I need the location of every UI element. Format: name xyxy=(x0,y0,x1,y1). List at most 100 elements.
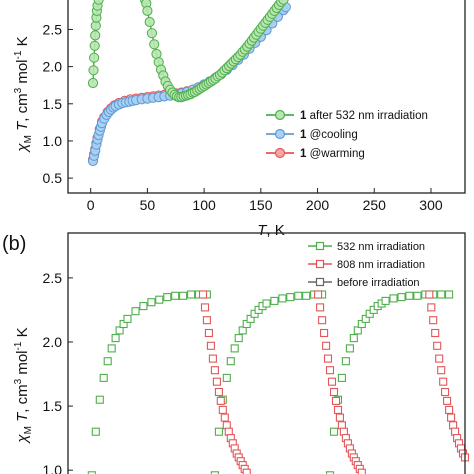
legend-marker-after-532 xyxy=(274,109,286,121)
data-point-b-1-7 xyxy=(212,377,221,386)
panel-b-label: (b) xyxy=(2,233,26,255)
legend-item-warming: 1 @warming xyxy=(266,147,365,160)
data-point-a-0-13 xyxy=(144,16,155,28)
data-point-b-0-42 xyxy=(329,427,339,436)
legend-label-532: 532 nm irradiation xyxy=(337,241,425,253)
data-point-a-0-72 xyxy=(278,0,289,5)
data-point-b-0-58 xyxy=(405,291,414,300)
panel-a-ticks: 0 50 100 150 200 250 300 0.5 1.0 1.5 2.0 2.5 xyxy=(43,21,443,213)
data-point-b-0-15 xyxy=(171,291,180,300)
x-tick-label-150: 150 xyxy=(249,197,273,213)
data-point-b-1-57 xyxy=(447,413,456,422)
data-point-a-0-1 xyxy=(88,65,99,76)
panel-b-ticks: 1.0 1.5 2.0 2.5 xyxy=(43,270,73,474)
data-point-a-0-15 xyxy=(149,39,160,50)
data-point-b-1-10 xyxy=(218,405,227,414)
data-point-b-1-3 xyxy=(204,328,213,338)
data-point-b-1-23 xyxy=(314,290,323,299)
data-point-b-0-63 xyxy=(445,290,454,299)
data-point-b-1-1 xyxy=(200,303,210,312)
data-point-a-0-14 xyxy=(146,28,157,39)
data-point-b-1-28 xyxy=(323,354,333,363)
data-point-b-0-46 xyxy=(345,344,354,353)
data-point-b-1-24 xyxy=(316,303,325,312)
legend-item-808: 808 nm irradiation xyxy=(308,259,425,271)
data-point-b-0-45 xyxy=(341,357,350,366)
legend-item-before: before irradiation xyxy=(308,277,420,289)
data-point-b-1-50 xyxy=(433,341,442,350)
y-tick-label-b-2: 2.0 xyxy=(43,334,63,350)
legend-label-808: 808 nm irradiation xyxy=(337,259,425,271)
legend-label-after-532: 1 after 532 nm irradiation xyxy=(300,110,428,122)
data-point-b-0-44 xyxy=(337,373,346,382)
data-point-b-1-30 xyxy=(327,377,337,386)
y-tick-label-b-1: 1.0 xyxy=(43,462,63,474)
data-point-b-0-16 xyxy=(179,291,188,300)
data-point-b-1-47 xyxy=(427,303,436,312)
data-point-b-1-56 xyxy=(445,405,454,414)
data-point-b-0-38 xyxy=(302,291,311,300)
panel-a-chart: 0 50 100 150 200 250 300 0.5 1.0 1.5 2.0 2.5 χM T, … xyxy=(13,0,466,239)
data-point-a-0-9 xyxy=(93,0,104,5)
legend-marker-cooling xyxy=(274,128,286,140)
data-point-b-0-11 xyxy=(139,302,148,311)
x-tick-label-100: 100 xyxy=(192,197,216,213)
legend-item-after-532: 1 after 532 nm irradiation xyxy=(266,109,428,122)
panel-a-frame xyxy=(67,0,466,194)
legend-marker-before xyxy=(315,277,325,287)
data-point-a-0-2 xyxy=(89,52,100,63)
data-point-b-0-34 xyxy=(270,296,279,305)
data-point-a-0-3 xyxy=(89,40,100,51)
panel-a-y-axis-label: χM T, cm3 mol-1 K xyxy=(13,36,34,153)
data-point-b-1-6 xyxy=(210,366,219,375)
x-tick-label-200: 200 xyxy=(306,197,330,213)
data-point-b-0-62 xyxy=(437,290,446,299)
y-tick-label-b-2.5: 2.5 xyxy=(43,270,63,286)
data-point-b-0-5 xyxy=(107,344,116,353)
y-tick-label-b-1.5: 1.5 xyxy=(43,398,63,414)
x-tick-label-250: 250 xyxy=(363,197,387,213)
data-point-b-0-35 xyxy=(278,294,287,303)
data-point-b-0-36 xyxy=(286,293,295,302)
x-tick-label-0: 0 xyxy=(87,197,95,213)
data-point-b-1-33 xyxy=(333,405,343,414)
data-point-b-0-23 xyxy=(222,373,231,382)
data-point-b-1-5 xyxy=(208,354,217,363)
y-tick-label-1.5: 1.5 xyxy=(43,96,63,112)
data-point-b-1-26 xyxy=(320,328,329,338)
data-point-b-1-55 xyxy=(443,396,452,405)
data-point-a-0-0 xyxy=(87,77,99,89)
y-tick-label-2: 2.0 xyxy=(43,59,63,75)
data-point-b-1-53 xyxy=(439,377,448,386)
legend-marker-warming xyxy=(274,147,286,159)
data-point-a-0-12 xyxy=(142,5,153,16)
panel-a-series xyxy=(87,0,291,167)
panel-b-frame xyxy=(67,232,466,474)
series-a-0 xyxy=(87,0,289,103)
data-point-b-0-37 xyxy=(294,291,303,300)
data-point-b-1-52 xyxy=(437,366,446,375)
y-tick-label-1: 1.0 xyxy=(43,133,63,149)
y-tick-label-0.5: 0.5 xyxy=(43,170,63,186)
data-point-b-0-17 xyxy=(187,290,196,299)
data-point-b-1-0 xyxy=(198,290,208,299)
data-point-b-0-55 xyxy=(381,296,390,305)
legend-item-532: 532 nm irradiation xyxy=(308,241,425,253)
data-point-b-1-54 xyxy=(441,387,450,397)
panel-a-x-axis-label: T, K xyxy=(257,222,285,239)
series-b-0 xyxy=(87,290,454,474)
x-tick-label-50: 50 xyxy=(140,197,156,213)
data-point-b-0-25 xyxy=(230,344,239,353)
series-b-1 xyxy=(198,290,470,474)
panel-b-legend: 532 nm irradiation 808 nm irradiation be… xyxy=(308,241,425,289)
data-point-b-0-0 xyxy=(87,471,96,474)
panel-b-series xyxy=(87,290,470,474)
data-point-b-0-3 xyxy=(99,373,108,382)
panel-a-legend: 1 after 532 nm irradiation 1 @cooling 1 … xyxy=(266,109,428,160)
data-point-b-0-24 xyxy=(226,357,235,366)
data-point-b-1-11 xyxy=(220,413,229,422)
data-point-b-0-4 xyxy=(103,357,112,366)
panel-b-chart: (b) 1.0 1.5 2.0 2.5 χM T, cm3 mol-1 K 532 n… xyxy=(2,232,470,474)
legend-marker-808 xyxy=(315,259,325,269)
